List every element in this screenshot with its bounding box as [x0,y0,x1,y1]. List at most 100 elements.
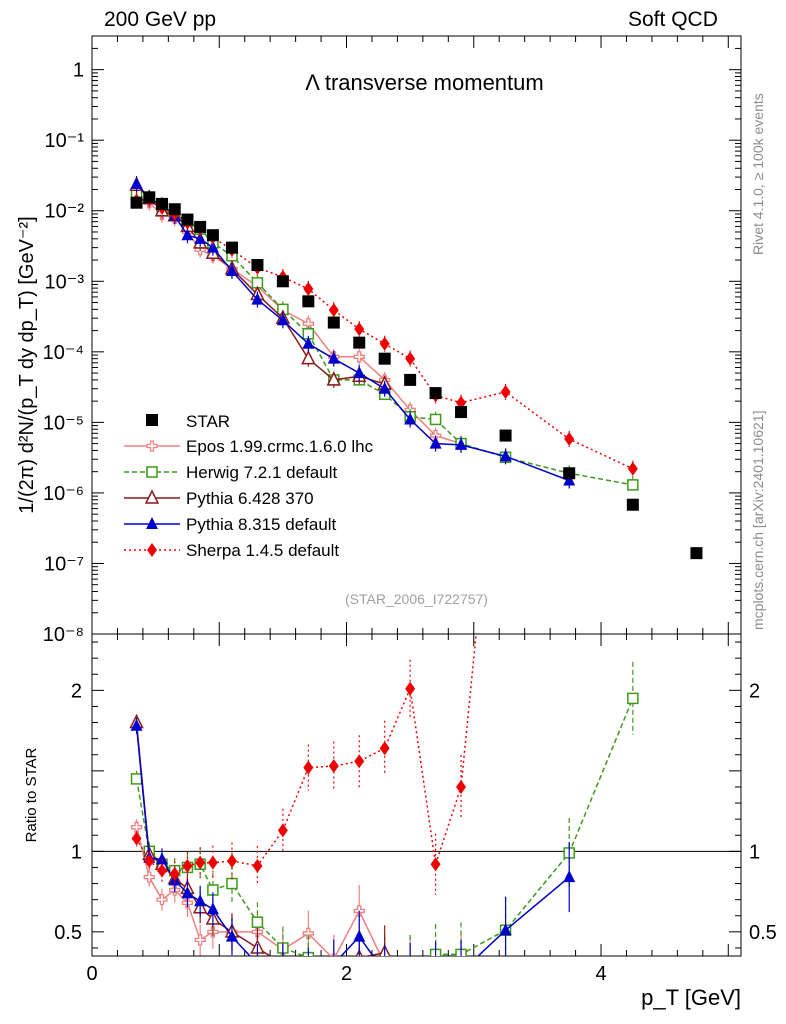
ratio-point-4 [379,741,390,756]
series-point-4 [328,303,339,318]
ratio-point-1 [405,959,415,969]
y-tick-label-main: 10⁻⁸ [43,624,84,646]
y-tick-label-main: 10⁻⁷ [44,553,84,575]
ratio-point-0 [405,959,415,969]
ratio-panel-plot [129,634,639,992]
ratio-point-1 [627,692,639,705]
y-tick-label-main: 10⁻⁴ [43,342,84,364]
main-panel-plot [129,175,703,560]
series-point-3 [206,240,219,253]
y-tick-label-main: 10⁻⁵ [43,412,84,434]
legend-marker-reference [146,414,158,426]
reference-point [194,220,207,233]
reference-point [563,467,576,480]
legend-marker-4 [147,543,157,557]
watermark: (STAR_2006_I722757) [345,591,488,607]
y-tick-label-main: 10⁻¹ [45,130,85,152]
y-tick-label-ratio-right: 2 [749,680,760,702]
series-point-0 [429,429,442,442]
series-point-1 [627,479,639,491]
reference-point [353,336,366,349]
reference-point [130,196,143,209]
reference-point [455,406,468,419]
ratio-point-0 [194,934,206,946]
reference-point [155,197,168,210]
series-point-3 [378,381,391,394]
series-point-2 [326,371,341,386]
series-point-3 [194,231,207,244]
series-point-3 [276,313,289,326]
ratio-point-4 [226,854,237,869]
legend-label-reference: STAR [186,412,230,431]
series-point-3 [429,436,442,449]
ratio-point-4 [328,759,339,774]
ratio-line-0 [135,827,382,956]
x-tick-label: 2 [341,963,352,985]
ratio-point-3 [499,923,512,936]
ratio-point-3 [430,965,442,977]
series-point-4 [627,461,638,476]
legend-marker-2 [144,489,160,504]
ratio-point-4 [277,823,288,838]
ratio-point-3 [251,957,263,969]
legend-label-3: Pythia 8.315 default [186,515,337,534]
ratio-point-3 [181,886,194,899]
ratio-point-4 [430,857,441,872]
y-axis-label-main: 1/(2π) d²N/(p_T dy dp_T) [GeV⁻²] [16,216,38,513]
series-point-4 [405,351,416,366]
reference-point [206,229,219,242]
reference-point [276,275,289,288]
reference-point [378,352,391,365]
ratio-point-3 [563,870,576,883]
series-point-4 [354,322,365,337]
legend-label-1: Herwig 7.2.1 default [186,463,337,482]
ratio-point-3 [379,965,391,977]
ratio-point-2 [282,955,284,956]
header-left: 200 GeV pp [104,8,217,31]
y-tick-label-main: 10⁻⁶ [43,483,84,505]
series-point-4 [564,432,575,447]
ratio-point-3 [277,959,289,971]
series-point-3 [251,292,264,305]
series-point-3 [225,263,238,276]
y-tick-label-main: 10⁻² [45,201,85,223]
series-point-3 [404,412,417,425]
legend-label-4: Sherpa 1.4.5 default [186,541,339,560]
ratio-point-4 [169,866,180,881]
ratio-point-4 [354,754,365,769]
series-point-4 [303,281,314,296]
series-point-3 [181,228,194,241]
y-tick-label-main: 1 [73,60,84,82]
ratio-point-3 [302,963,314,975]
ratio-point-3 [225,929,238,942]
ratio-point-2 [302,978,314,990]
reference-point [404,373,417,386]
ratio-point-1 [329,982,339,992]
ratio-point-1 [130,773,143,785]
reference-point [327,316,340,329]
series-point-0 [353,351,365,363]
ratio-panel-frame [91,633,742,957]
ratio-point-0 [156,894,168,906]
ratio-point-3 [194,894,207,907]
ratio-point-4 [156,863,167,878]
legend-marker-3 [146,517,158,529]
y-tick-label-ratio: 0.5 [54,922,82,944]
legend-marker-1 [146,466,158,478]
y-tick-label-ratio-right: 1 [749,841,760,863]
ratio-point-4 [456,779,467,794]
series-point-3 [302,336,315,349]
reference-point [429,387,442,400]
legend-marker-0 [146,440,158,452]
series-line-4 [136,198,634,470]
ratio-point-0 [431,967,441,977]
ratio-point-0 [143,871,155,883]
series-point-1 [429,413,442,426]
ratio-point-3 [206,902,219,915]
reference-point [181,213,194,226]
series-point-3 [327,351,340,364]
y-tick-label-ratio-right: 0.5 [749,922,777,944]
ratio-point-3 [155,852,168,865]
reference-point [251,259,264,272]
